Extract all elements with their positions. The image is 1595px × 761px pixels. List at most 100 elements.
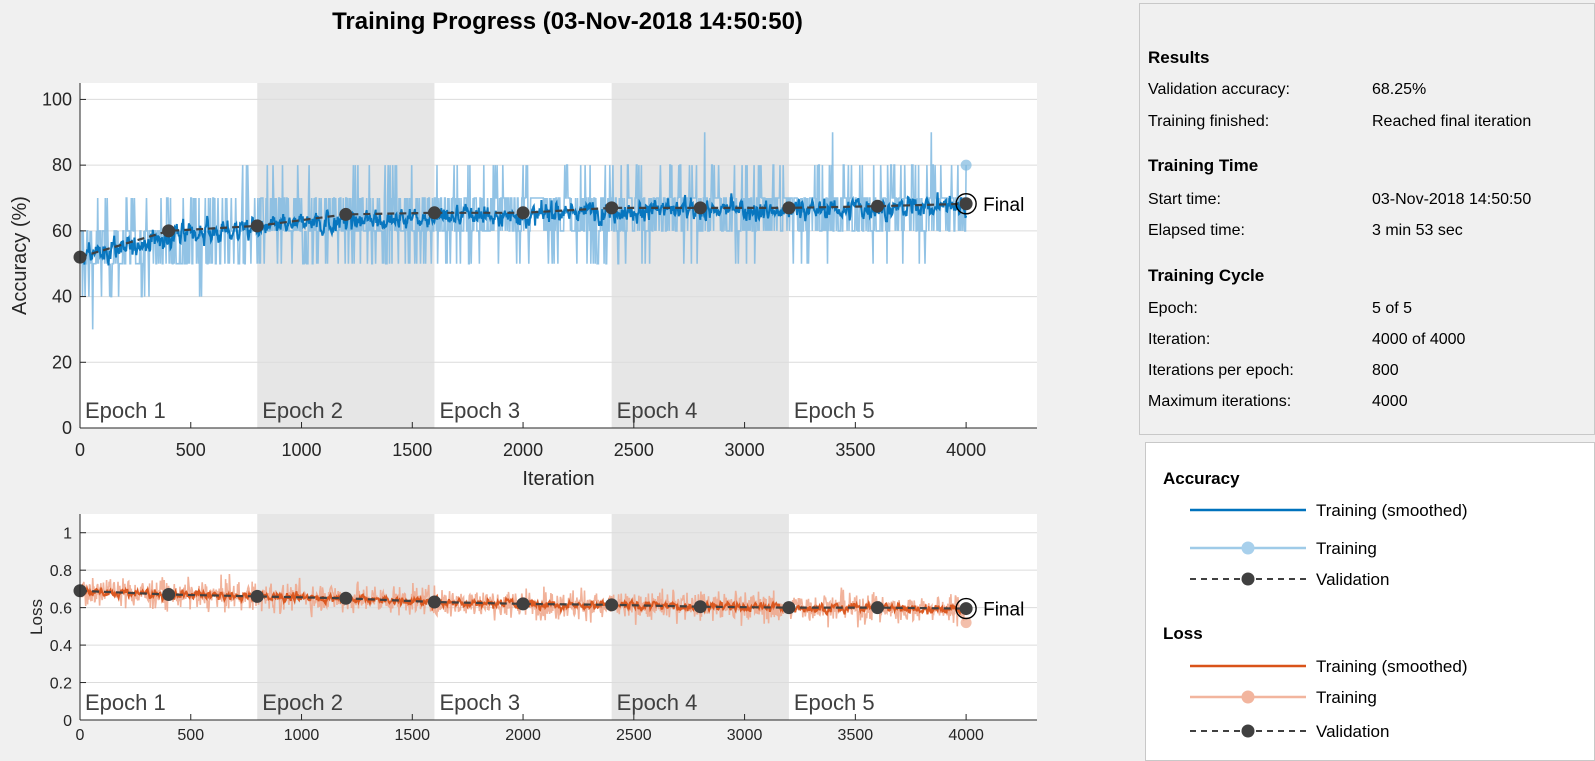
loss-validation-line bbox=[79, 589, 967, 610]
legend-acc-smoothed-swatch bbox=[1190, 508, 1306, 512]
elapsed-time-value: 3 min 53 sec bbox=[1372, 222, 1463, 239]
loss-y-tick-label: 0 bbox=[63, 713, 72, 730]
legend-loss-smoothed-swatch bbox=[1190, 664, 1306, 668]
loss-final-marker bbox=[955, 597, 977, 620]
loss-validation-point bbox=[162, 588, 176, 602]
accuracy-validation-point bbox=[339, 207, 353, 221]
loss-epoch-label: Epoch 1 bbox=[85, 690, 166, 715]
accuracy-x-tick-label: 1000 bbox=[282, 440, 322, 460]
accuracy-epoch-label: Epoch 3 bbox=[439, 398, 520, 423]
accuracy-validation-point bbox=[162, 224, 176, 238]
legend-loss-training-label: Training bbox=[1316, 688, 1377, 707]
maximum-iterations-label: Maximum iterations: bbox=[1148, 393, 1292, 410]
training-finished-value: Reached final iteration bbox=[1372, 113, 1532, 130]
accuracy-epoch-shade bbox=[611, 83, 789, 428]
loss-x-tick-label: 500 bbox=[177, 727, 204, 744]
accuracy-validation-point bbox=[693, 201, 707, 215]
loss-x-tick-label: 4000 bbox=[948, 727, 984, 744]
loss-validation-point bbox=[693, 600, 707, 614]
loss-x-tick-label: 2000 bbox=[505, 727, 541, 744]
accuracy-y-tick-label: 100 bbox=[42, 89, 72, 109]
accuracy-x-tick-label: 4000 bbox=[946, 440, 986, 460]
accuracy-epoch-label: Epoch 5 bbox=[794, 398, 875, 423]
loss-validation-point bbox=[250, 589, 264, 603]
loss-y-tick-label: 0.6 bbox=[50, 601, 72, 618]
loss-validation-point bbox=[339, 591, 353, 605]
accuracy-final-marker bbox=[955, 193, 977, 215]
elapsed-time-label: Elapsed time: bbox=[1148, 222, 1245, 239]
accuracy-x-tick-label: 1500 bbox=[392, 440, 432, 460]
loss-epoch-label: Epoch 5 bbox=[794, 690, 875, 715]
page-title: Training Progress (03-Nov-2018 14:50:50) bbox=[332, 8, 803, 35]
results-heading: Results bbox=[1148, 48, 1210, 67]
loss-validation-point bbox=[427, 595, 441, 609]
accuracy-x-tick-label: 0 bbox=[75, 440, 85, 460]
loss-y-tick-label: 0.4 bbox=[50, 638, 72, 655]
start-time-label: Start time: bbox=[1148, 191, 1221, 208]
accuracy-final-label: Final bbox=[983, 195, 1024, 216]
loss-training-last-point bbox=[960, 617, 972, 629]
accuracy-y-axis-label: Accuracy (%) bbox=[9, 196, 31, 315]
iteration-value: 4000 of 4000 bbox=[1372, 331, 1466, 348]
accuracy-epoch-label: Epoch 2 bbox=[262, 398, 343, 423]
legend-loss-training-swatch bbox=[1190, 690, 1306, 704]
accuracy-x-tick-label: 500 bbox=[176, 440, 206, 460]
accuracy-epoch-label: Epoch 4 bbox=[617, 398, 698, 423]
loss-validation-point bbox=[605, 598, 619, 612]
accuracy-y-tick-label: 80 bbox=[52, 155, 72, 175]
accuracy-training-last-point bbox=[960, 159, 972, 171]
iteration-label: Iteration: bbox=[1148, 331, 1211, 348]
accuracy-y-tick-label: 0 bbox=[62, 418, 72, 438]
accuracy-y-tick-label: 40 bbox=[52, 287, 72, 307]
loss-x-tick-label: 2500 bbox=[616, 727, 652, 744]
loss-validation-point bbox=[516, 597, 530, 611]
iterations-per-epoch-label: Iterations per epoch: bbox=[1148, 362, 1294, 379]
loss-x-tick-label: 1000 bbox=[284, 727, 320, 744]
legend-acc-smoothed-label: Training (smoothed) bbox=[1316, 501, 1468, 520]
loss-x-tick-label: 0 bbox=[76, 727, 85, 744]
legend-acc-validation-label: Validation bbox=[1316, 570, 1390, 589]
training-finished-label: Training finished: bbox=[1148, 113, 1270, 130]
training-time-heading: Training Time bbox=[1148, 156, 1259, 175]
epoch-label: Epoch: bbox=[1148, 300, 1198, 317]
accuracy-x-axis-label: Iteration bbox=[522, 468, 594, 490]
accuracy-validation-point bbox=[782, 201, 796, 215]
accuracy-validation-point bbox=[516, 206, 530, 220]
accuracy-y-tick-label: 60 bbox=[52, 221, 72, 241]
accuracy-training-line bbox=[80, 132, 967, 330]
epoch-value: 5 of 5 bbox=[1372, 300, 1413, 317]
accuracy-plot: Final Epoch 1 Epoch 2 Epoch 3 Epoch 4 Epoch 5… bbox=[9, 83, 1037, 490]
loss-y-tick-label: 1 bbox=[63, 526, 72, 543]
accuracy-x-tick-label: 3000 bbox=[725, 440, 765, 460]
accuracy-x-tick-label: 2000 bbox=[503, 440, 543, 460]
validation-accuracy-label: Validation accuracy: bbox=[1148, 81, 1290, 98]
loss-final-label: Final bbox=[983, 600, 1024, 621]
loss-validation-point bbox=[782, 601, 796, 615]
legend-acc-validation-swatch bbox=[1190, 572, 1306, 586]
loss-y-tick-label: 0.2 bbox=[50, 676, 72, 693]
loss-x-tick-label: 1500 bbox=[394, 727, 430, 744]
loss-epoch-shade bbox=[257, 514, 435, 720]
accuracy-validation-point bbox=[605, 201, 619, 215]
results-panel: Results Validation accuracy: 68.25% Trai… bbox=[1139, 3, 1595, 435]
accuracy-x-tick-label: 3500 bbox=[835, 440, 875, 460]
legend-acc-training-swatch bbox=[1190, 541, 1306, 555]
legend-accuracy-heading: Accuracy bbox=[1163, 469, 1240, 488]
validation-accuracy-value: 68.25% bbox=[1372, 81, 1427, 98]
loss-validation-point bbox=[871, 601, 884, 615]
accuracy-validation-point bbox=[959, 197, 973, 211]
legend-loss-validation-swatch bbox=[1190, 724, 1306, 738]
loss-validation-point bbox=[959, 602, 973, 616]
legend-loss-heading: Loss bbox=[1163, 624, 1203, 643]
loss-x-tick-label: 3500 bbox=[838, 727, 874, 744]
loss-x-tick-label: 3000 bbox=[727, 727, 763, 744]
legend-panel: Accuracy Training (smoothed) Training Va… bbox=[1145, 442, 1595, 761]
accuracy-y-tick-label: 20 bbox=[52, 352, 72, 372]
loss-y-axis-label: Loss bbox=[27, 599, 46, 635]
loss-y-tick-label: 0.8 bbox=[50, 563, 72, 580]
accuracy-epoch-label: Epoch 1 bbox=[85, 398, 166, 423]
legend-loss-smoothed-label: Training (smoothed) bbox=[1316, 657, 1468, 676]
training-plots: Final Epoch 1 Epoch 2 Epoch 3 Epoch 4 Epoch 5… bbox=[9, 83, 1037, 744]
accuracy-validation-point bbox=[250, 219, 264, 233]
accuracy-validation-point bbox=[427, 206, 441, 220]
